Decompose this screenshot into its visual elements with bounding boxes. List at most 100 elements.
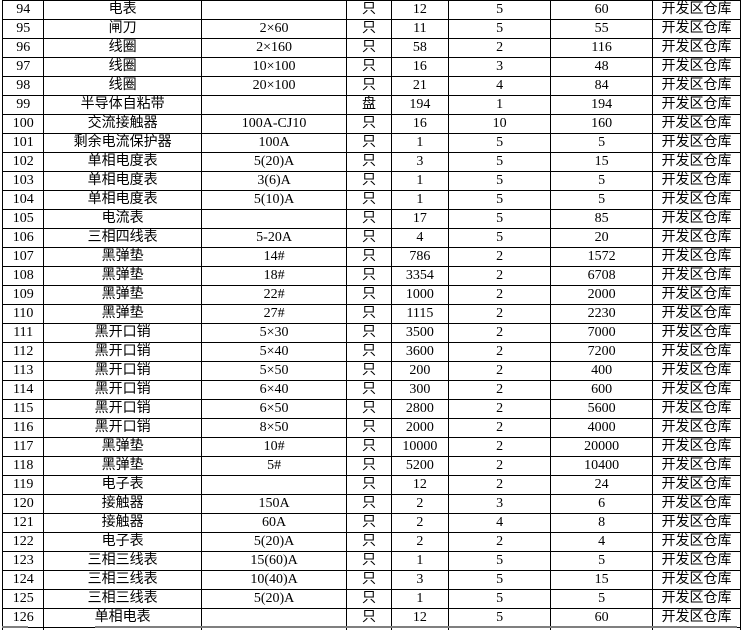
total-cell[interactable]: 5 (550, 551, 654, 571)
spec-cell[interactable] (200, 0, 348, 20)
warehouse-cell[interactable]: 开发区仓库 (652, 209, 741, 229)
row-number-cell[interactable]: 124 (1, 570, 45, 590)
quantity-cell[interactable]: 12 (390, 608, 450, 628)
warehouse-cell[interactable]: 开发区仓库 (652, 361, 741, 381)
warehouse-cell[interactable]: 开发区仓库 (652, 266, 741, 286)
warehouse-cell[interactable]: 开发区仓库 (652, 513, 741, 533)
unit-cell[interactable]: 只 (346, 475, 392, 495)
spec-cell[interactable]: 5(20)A (200, 532, 348, 552)
quantity-cell[interactable]: 16 (390, 57, 450, 77)
quantity-cell[interactable]: 3500 (390, 323, 450, 343)
unit-price-cell[interactable]: 2 (448, 380, 552, 400)
quantity-cell[interactable]: 12 (390, 0, 450, 20)
total-cell[interactable]: 60 (550, 608, 654, 628)
spec-cell[interactable]: 6×40 (200, 380, 348, 400)
unit-price-cell[interactable]: 4 (448, 76, 552, 96)
spec-cell[interactable]: 100A-CJ10 (200, 114, 348, 134)
unit-price-cell[interactable]: 2 (448, 456, 552, 476)
unit-cell[interactable]: 只 (346, 133, 392, 153)
quantity-cell[interactable]: 4 (390, 228, 450, 248)
quantity-cell[interactable]: 2800 (390, 399, 450, 419)
unit-cell[interactable]: 只 (346, 0, 392, 20)
quantity-cell[interactable]: 2000 (390, 418, 450, 438)
item-name-cell[interactable]: 接触器 (43, 513, 202, 533)
quantity-cell[interactable]: 1 (390, 589, 450, 609)
quantity-cell[interactable]: 2 (390, 494, 450, 514)
item-name-cell[interactable]: 线圈 (43, 38, 202, 58)
warehouse-cell[interactable]: 开发区仓库 (652, 95, 741, 115)
item-name-cell[interactable]: 单相电度表 (43, 190, 202, 210)
total-cell[interactable]: 600 (550, 380, 654, 400)
unit-price-cell[interactable]: 3 (448, 57, 552, 77)
quantity-cell[interactable]: 200 (390, 361, 450, 381)
unit-price-cell[interactable]: 3 (448, 494, 552, 514)
spec-cell[interactable]: 27# (200, 304, 348, 324)
spec-cell[interactable]: 20×100 (200, 76, 348, 96)
warehouse-cell[interactable]: 开发区仓库 (652, 171, 741, 191)
quantity-cell[interactable]: 3600 (390, 342, 450, 362)
unit-cell[interactable]: 只 (346, 551, 392, 571)
row-number-cell[interactable]: 100 (1, 114, 45, 134)
quantity-cell[interactable]: 12 (390, 475, 450, 495)
row-number-cell[interactable]: 121 (1, 513, 45, 533)
quantity-cell[interactable]: 17 (390, 209, 450, 229)
unit-price-cell[interactable]: 5 (448, 608, 552, 628)
item-name-cell[interactable]: 三相三线表 (43, 570, 202, 590)
row-number-cell[interactable]: 106 (1, 228, 45, 248)
spec-cell[interactable]: 5(20)A (200, 589, 348, 609)
total-cell[interactable]: 5 (550, 190, 654, 210)
total-cell[interactable]: 5 (550, 133, 654, 153)
row-number-cell[interactable]: 94 (1, 0, 45, 20)
unit-cell[interactable]: 只 (346, 532, 392, 552)
quantity-cell[interactable]: 194 (390, 95, 450, 115)
item-name-cell[interactable]: 半导体自粘带 (43, 95, 202, 115)
spec-cell[interactable]: 10×100 (200, 57, 348, 77)
total-cell[interactable]: 20000 (550, 437, 654, 457)
row-number-cell[interactable]: 97 (1, 57, 45, 77)
unit-cell[interactable]: 只 (346, 190, 392, 210)
quantity-cell[interactable]: 1115 (390, 304, 450, 324)
warehouse-cell[interactable] (652, 627, 741, 630)
unit-cell[interactable]: 只 (346, 266, 392, 286)
item-name-cell[interactable]: 黑弹垫 (43, 456, 202, 476)
row-number-cell[interactable]: 122 (1, 532, 45, 552)
spec-cell[interactable]: 5# (200, 456, 348, 476)
unit-cell[interactable]: 只 (346, 304, 392, 324)
unit-cell[interactable]: 只 (346, 19, 392, 39)
quantity-cell[interactable]: 786 (390, 247, 450, 267)
quantity-cell[interactable]: 2 (390, 532, 450, 552)
spec-cell[interactable]: 5×50 (200, 361, 348, 381)
warehouse-cell[interactable]: 开发区仓库 (652, 494, 741, 514)
total-cell[interactable]: 10400 (550, 456, 654, 476)
unit-cell[interactable]: 只 (346, 342, 392, 362)
item-name-cell[interactable]: 黑弹垫 (43, 304, 202, 324)
unit-price-cell[interactable]: 5 (448, 589, 552, 609)
row-number-cell[interactable]: 126 (1, 608, 45, 628)
row-number-cell[interactable]: 117 (1, 437, 45, 457)
warehouse-cell[interactable]: 开发区仓库 (652, 133, 741, 153)
total-cell[interactable]: 7200 (550, 342, 654, 362)
item-name-cell[interactable]: 黑弹垫 (43, 266, 202, 286)
row-number-cell[interactable]: 120 (1, 494, 45, 514)
item-name-cell[interactable]: 三相三线表 (43, 551, 202, 571)
row-number-cell[interactable]: 96 (1, 38, 45, 58)
total-cell[interactable]: 5600 (550, 399, 654, 419)
unit-price-cell[interactable]: 2 (448, 437, 552, 457)
quantity-cell[interactable]: 300 (390, 380, 450, 400)
spec-cell[interactable]: 5×40 (200, 342, 348, 362)
row-number-cell[interactable] (1, 627, 45, 630)
total-cell[interactable]: 4000 (550, 418, 654, 438)
warehouse-cell[interactable]: 开发区仓库 (652, 437, 741, 457)
unit-price-cell[interactable]: 10 (448, 114, 552, 134)
warehouse-cell[interactable]: 开发区仓库 (652, 551, 741, 571)
unit-price-cell[interactable]: 5 (448, 209, 552, 229)
row-number-cell[interactable]: 118 (1, 456, 45, 476)
total-cell[interactable]: 4 (550, 532, 654, 552)
warehouse-cell[interactable]: 开发区仓库 (652, 399, 741, 419)
row-number-cell[interactable]: 116 (1, 418, 45, 438)
item-name-cell[interactable]: 黑开口销 (43, 323, 202, 343)
item-name-cell[interactable]: 电表 (43, 0, 202, 20)
total-cell[interactable]: 20 (550, 228, 654, 248)
spec-cell[interactable]: 10# (200, 437, 348, 457)
unit-price-cell[interactable]: 5 (448, 0, 552, 20)
